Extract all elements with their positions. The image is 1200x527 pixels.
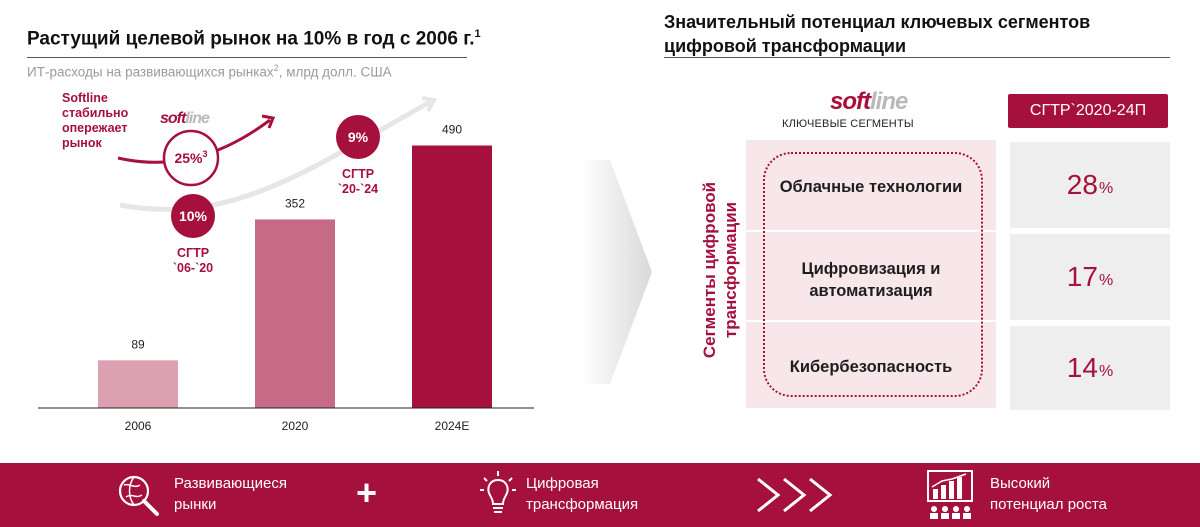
globe-search-icon [118, 475, 159, 516]
softline-cagr-value: 25%3 [174, 149, 207, 166]
market-cagr-value-2: 9% [348, 129, 369, 145]
x-tick-2006: 2006 [125, 419, 152, 433]
softline-note-line-4: рынок [62, 136, 102, 150]
segment-cloud: Облачные технологии [779, 178, 963, 196]
market-growth-arrowhead [421, 96, 438, 112]
segment-divider-1 [746, 230, 996, 232]
market-cagr-bubble-1 [171, 194, 215, 238]
transition-arrow [582, 160, 652, 384]
softline-growth-arrowhead [261, 114, 276, 129]
segment-divider-2 [746, 320, 996, 322]
market-bar-chart: Softline стабильно опережает рынок 25%3 … [38, 91, 534, 433]
softline-cagr-bubble [162, 129, 220, 187]
bar-value-label-2024E: 490 [442, 123, 462, 137]
bar-2006 [98, 360, 178, 408]
vertical-segments-label: Сегменты цифровой трансформации [700, 181, 740, 359]
left-title: Растущий целевой рынок на 10% в год с 20… [27, 28, 481, 50]
x-tick-labels: 2006 2020 2024E [125, 419, 470, 433]
cagr-cloud: 28% [1010, 142, 1170, 228]
bar-2020 [255, 219, 335, 408]
bars-group: 89 352 490 [98, 123, 492, 408]
market-cagr-value-1: 10% [179, 208, 208, 224]
softline-note-line-1: Softline [62, 91, 108, 105]
softline-note-line-2: стабильно [62, 106, 129, 120]
footer-item-digital-transformation: Цифровая трансформация [526, 475, 639, 513]
x-tick-2020: 2020 [282, 419, 309, 433]
softline-logo-small: softline [160, 110, 210, 127]
bar-value-label-2020: 352 [285, 196, 305, 210]
segment-cybersecurity: Кибербезопасность [789, 358, 953, 376]
softline-logo: softline [830, 88, 908, 115]
cagr-header: СГТР`2020-24П [1008, 94, 1168, 128]
market-cagr-label-2b: `20-`24 [338, 182, 378, 196]
footer-item-emerging-markets: Развивающиеся рынки [174, 475, 287, 513]
key-segments-label: КЛЮЧЕВЫЕ СЕГМЕНТЫ [782, 118, 914, 130]
x-tick-2024E: 2024E [435, 419, 470, 433]
cagr-digitalization: 17% [1010, 234, 1170, 320]
right-divider [664, 57, 1170, 58]
market-cagr-label-1a: СГТР [177, 246, 209, 260]
footer-banner: Развивающиеся рынки + Цифровая трансформац… [0, 463, 1200, 527]
bar-2024E [412, 145, 492, 408]
market-cagr-bubble-2 [336, 115, 380, 159]
softline-note-line-3: опережает [62, 121, 127, 135]
left-divider [27, 57, 467, 58]
segments-panel [746, 140, 996, 408]
segments-dotted-outline [763, 152, 983, 397]
market-cagr-label-2a: СГТР [342, 167, 374, 181]
cagr-cybersecurity: 14% [1010, 326, 1170, 410]
market-growth-arc [119, 99, 432, 212]
footer-item-high-growth: Высокий потенциал роста [990, 475, 1107, 513]
plus-icon: + [356, 472, 378, 513]
lightbulb-icon [480, 471, 516, 513]
market-cagr-label-1b: `06-`20 [173, 261, 213, 275]
segment-digitalization: Цифровизация и автоматизация [801, 260, 941, 300]
right-title: Значительный потенциал ключевых сегменто… [664, 12, 1091, 56]
chevrons-right-icon [757, 477, 833, 513]
bar-value-label-2006: 89 [131, 337, 145, 351]
growth-chart-icon [927, 470, 973, 519]
left-subtitle: ИТ-расходы на развивающихся рынках2, млр… [27, 63, 392, 80]
